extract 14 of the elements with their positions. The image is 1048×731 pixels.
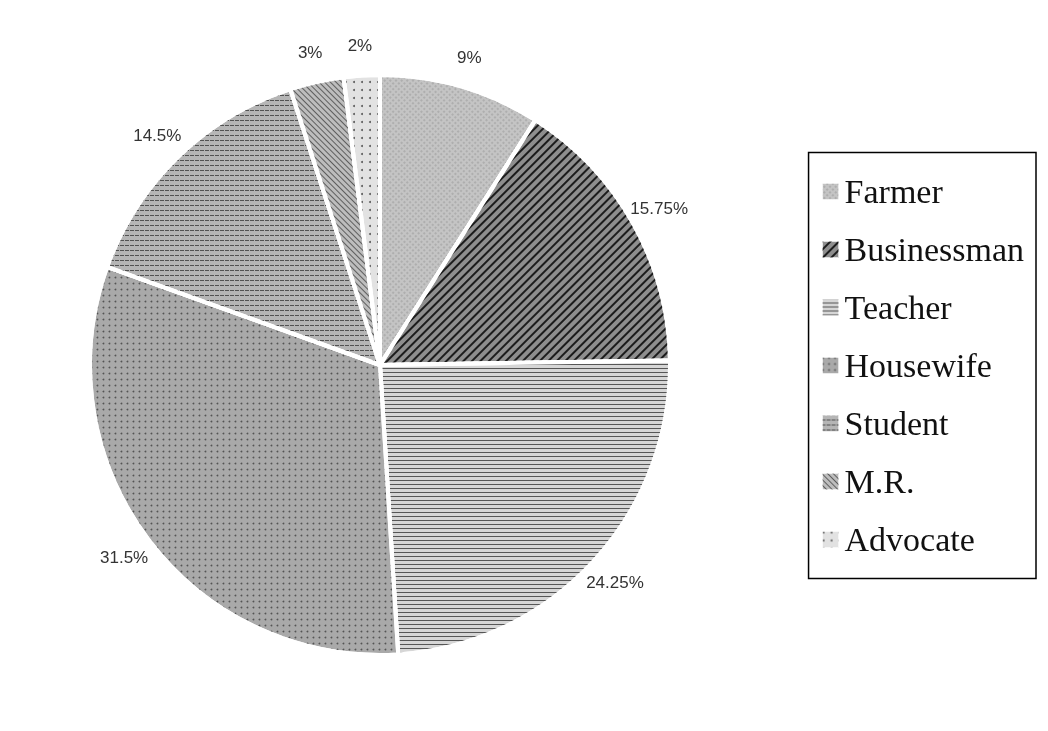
legend-label: M.R. (844, 463, 915, 500)
legend-label: Housewife (844, 347, 992, 384)
data-label: 2% (347, 36, 373, 56)
data-label: 14.5% (133, 125, 182, 145)
data-label: 24.25% (586, 572, 644, 592)
data-label: 31.5% (100, 547, 149, 567)
legend-label: Teacher (844, 289, 953, 326)
data-label: 9% (456, 48, 482, 68)
legend-label: Farmer (844, 173, 944, 210)
data-label: 15.75% (630, 199, 689, 219)
legend-label: Student (844, 405, 949, 442)
legend-label: Businessman (844, 231, 1025, 268)
legend-label: Advocate (844, 521, 975, 558)
data-label: 3% (297, 43, 323, 63)
